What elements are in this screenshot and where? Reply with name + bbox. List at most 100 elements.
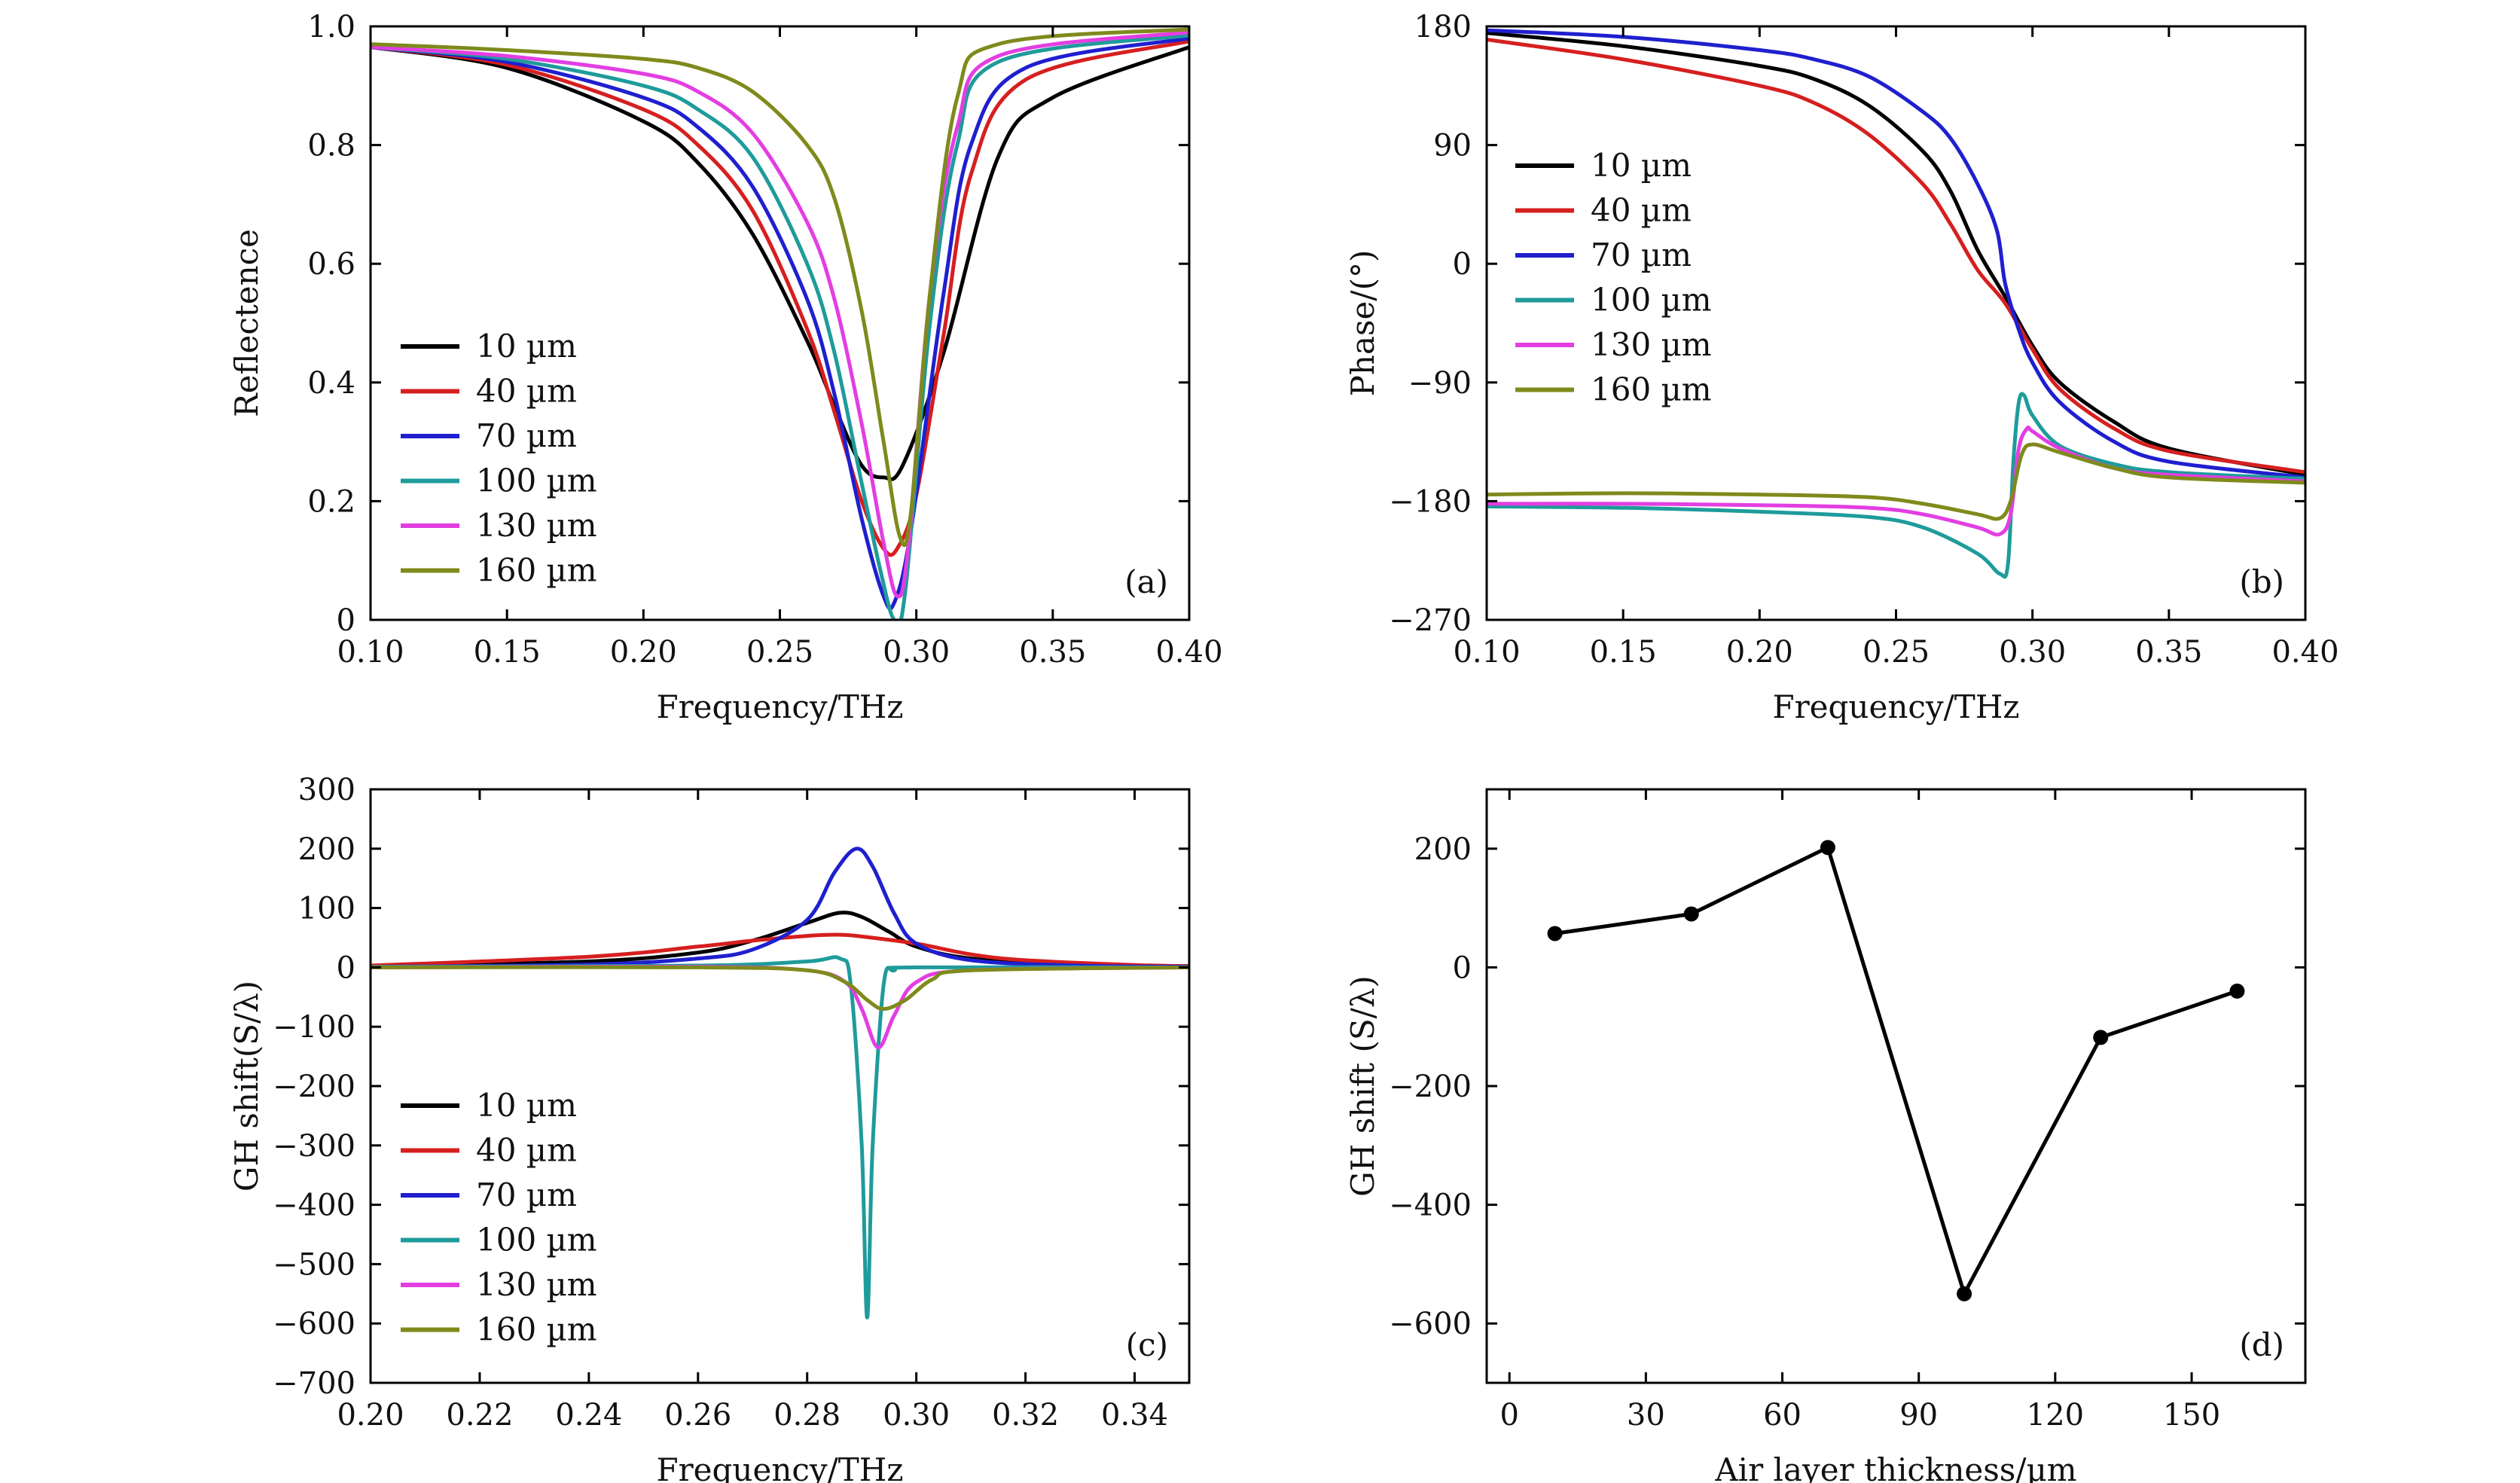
x-tick-label-a-2: 0.20 — [610, 635, 677, 670]
x-tick-label-d-0: 0 — [1499, 1398, 1518, 1433]
y-axis-label-a: Reflectence — [228, 229, 265, 417]
y-tick-label-d-1: −400 — [1389, 1189, 1472, 1223]
y-tick-label-b-4: 90 — [1433, 129, 1472, 163]
legend-label-b-2: 70 µm — [1591, 236, 1692, 273]
x-axis-label-c: Frequency/THz — [656, 1451, 903, 1483]
panel-label-c: (c) — [1126, 1326, 1168, 1363]
x-tick-label-d-4: 120 — [2027, 1398, 2084, 1433]
legend-label-b-3: 100 µm — [1591, 282, 1712, 319]
legend-label-b-4: 130 µm — [1591, 326, 1712, 363]
legend-label-c-1: 40 µm — [476, 1132, 577, 1169]
data-point-d-2 — [1820, 840, 1835, 856]
series-line-a-1 — [371, 39, 1189, 557]
series-line-c-1 — [371, 932, 1189, 969]
y-tick-label-c-7: 0 — [337, 951, 355, 985]
series-line-a-0 — [371, 45, 1189, 481]
y-tick-label-c-4: −300 — [273, 1129, 355, 1164]
series-line-b-5 — [1487, 442, 2305, 521]
y-tick-label-a-3: 0.6 — [307, 247, 355, 282]
legend-label-c-3: 100 µm — [476, 1222, 597, 1259]
x-tick-label-a-4: 0.30 — [883, 635, 950, 670]
x-tick-label-d-5: 150 — [2163, 1398, 2220, 1433]
panel-label-b: (b) — [2239, 563, 2284, 600]
series-line-c-5 — [371, 965, 1189, 1012]
legend-label-a-1: 40 µm — [476, 373, 577, 410]
legend-label-c-2: 70 µm — [476, 1176, 577, 1213]
x-axis-label-d: Air layer thickness/µm — [1714, 1451, 2076, 1483]
x-tick-label-c-1: 0.22 — [446, 1398, 513, 1433]
x-tick-label-c-3: 0.26 — [664, 1398, 731, 1433]
y-tick-label-b-5: 180 — [1414, 10, 1472, 44]
x-tick-label-c-7: 0.34 — [1101, 1398, 1168, 1433]
panel-label-d: (d) — [2239, 1326, 2284, 1363]
x-tick-label-a-1: 0.15 — [474, 635, 541, 670]
panel-d: 0 30 60 90 120 150 −600 −400 −200 0 200 Air layer t… — [1344, 788, 2307, 1483]
x-tick-label-b-3: 0.25 — [1863, 635, 1930, 670]
legend-c: 10 µm 40 µm 70 µm 100 µm 130 µm 160 µm — [401, 1087, 597, 1348]
series-line-b-0 — [1487, 31, 2305, 477]
legend-b: 10 µm 40 µm 70 µm 100 µm 130 µm 160 µm — [1515, 147, 1712, 408]
x-axis-label-b: Frequency/THz — [1772, 688, 2019, 725]
y-tick-label-a-1: 0.2 — [307, 484, 355, 519]
y-tick-label-c-0: −700 — [273, 1366, 355, 1401]
series-line-d-0 — [1553, 845, 2239, 1296]
series-line-a-4 — [371, 30, 1189, 599]
data-point-d-3 — [1957, 1286, 1972, 1301]
y-axis-label-d: GH shift (S/λ) — [1344, 975, 1381, 1197]
x-axis-label-a: Frequency/THz — [656, 688, 903, 725]
legend-label-a-3: 100 µm — [476, 462, 597, 499]
legend-label-c-0: 10 µm — [476, 1087, 577, 1124]
series-line-c-4 — [371, 964, 1189, 1050]
legend-label-b-1: 40 µm — [1591, 192, 1692, 229]
y-tick-label-b-0: −270 — [1389, 603, 1472, 638]
legend-label-a-4: 130 µm — [476, 507, 597, 544]
y-tick-label-c-2: −500 — [273, 1247, 355, 1282]
legend-label-b-0: 10 µm — [1591, 147, 1692, 184]
x-tick-label-c-2: 0.24 — [555, 1398, 622, 1433]
y-tick-label-c-8: 100 — [298, 892, 355, 926]
data-point-d-4 — [2093, 1030, 2109, 1045]
series-line-b-1 — [1487, 38, 2305, 474]
y-tick-label-c-9: 200 — [298, 832, 355, 867]
x-tick-label-d-1: 30 — [1627, 1398, 1665, 1433]
series-line-c-3 — [371, 955, 1189, 1320]
legend-label-a-5: 160 µm — [476, 552, 597, 589]
legend-label-a-0: 10 µm — [476, 328, 577, 365]
x-tick-label-b-1: 0.15 — [1590, 635, 1657, 670]
panel-c: 0.20 0.22 0.24 0.26 0.28 0.30 0.32 0.34 −700 −600… — [228, 773, 1191, 1483]
data-point-d-5 — [2229, 983, 2245, 999]
plot-frame-b — [1485, 25, 2307, 621]
y-tick-label-a-0: 0 — [337, 603, 355, 638]
x-tick-label-c-5: 0.30 — [883, 1398, 950, 1433]
x-tick-label-b-5: 0.35 — [2135, 635, 2202, 670]
y-tick-label-c-1: −600 — [273, 1307, 355, 1341]
series-line-b-3 — [1487, 392, 2305, 579]
data-point-d-1 — [1683, 906, 1699, 922]
x-tick-label-c-6: 0.32 — [992, 1398, 1059, 1433]
x-tick-label-b-4: 0.30 — [1999, 635, 2066, 670]
plot-frame-d — [1485, 788, 2307, 1384]
y-tick-label-b-3: 0 — [1453, 247, 1472, 282]
x-tick-label-a-6: 0.40 — [1155, 635, 1222, 670]
y-tick-label-b-2: −90 — [1408, 366, 1472, 401]
legend-label-c-5: 160 µm — [476, 1311, 597, 1348]
legend-label-a-2: 70 µm — [476, 417, 577, 454]
y-tick-label-d-2: −200 — [1389, 1070, 1472, 1104]
y-tick-label-d-0: −600 — [1389, 1307, 1472, 1341]
series-line-b-2 — [1487, 28, 2305, 480]
x-tick-label-b-6: 0.40 — [2271, 635, 2338, 670]
panel-b: 0.10 0.15 0.20 0.25 0.30 0.35 0.40 −270 −180 −90 0… — [1344, 10, 2339, 725]
y-tick-label-c-5: −200 — [273, 1070, 355, 1104]
data-point-d-0 — [1547, 926, 1563, 941]
x-tick-label-c-4: 0.28 — [773, 1398, 841, 1433]
x-tick-label-b-0: 0.10 — [1453, 635, 1520, 670]
y-tick-label-b-1: −180 — [1389, 484, 1472, 519]
y-tick-label-a-5: 1.0 — [307, 10, 355, 44]
legend-label-c-4: 130 µm — [476, 1266, 597, 1303]
y-axis-label-b: Phase/(°) — [1344, 250, 1381, 397]
x-tick-label-d-3: 90 — [1899, 1398, 1938, 1433]
y-tick-label-a-2: 0.4 — [307, 366, 355, 401]
series-line-c-2 — [371, 847, 1189, 969]
y-tick-label-a-4: 0.8 — [307, 129, 355, 163]
